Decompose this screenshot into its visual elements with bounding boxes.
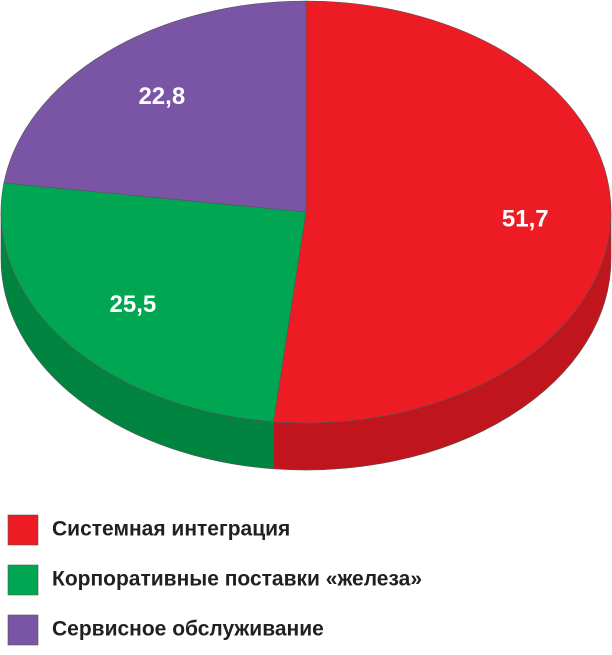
- slice: [273, 0, 612, 424]
- legend-label: Корпоративные поставки «железа»: [52, 568, 422, 591]
- legend-label: Системная интеграция: [52, 518, 290, 541]
- slice: [3, 0, 307, 213]
- value-label: 25,5: [110, 291, 157, 318]
- slice: [0, 182, 307, 423]
- legend-swatch: [7, 564, 39, 596]
- legend-swatch: [7, 614, 39, 646]
- value-label: 51,7: [502, 205, 549, 232]
- legend-swatch: [7, 514, 39, 546]
- legend-label: Сервисное обслуживание: [52, 618, 324, 641]
- value-label: 22,8: [138, 83, 185, 110]
